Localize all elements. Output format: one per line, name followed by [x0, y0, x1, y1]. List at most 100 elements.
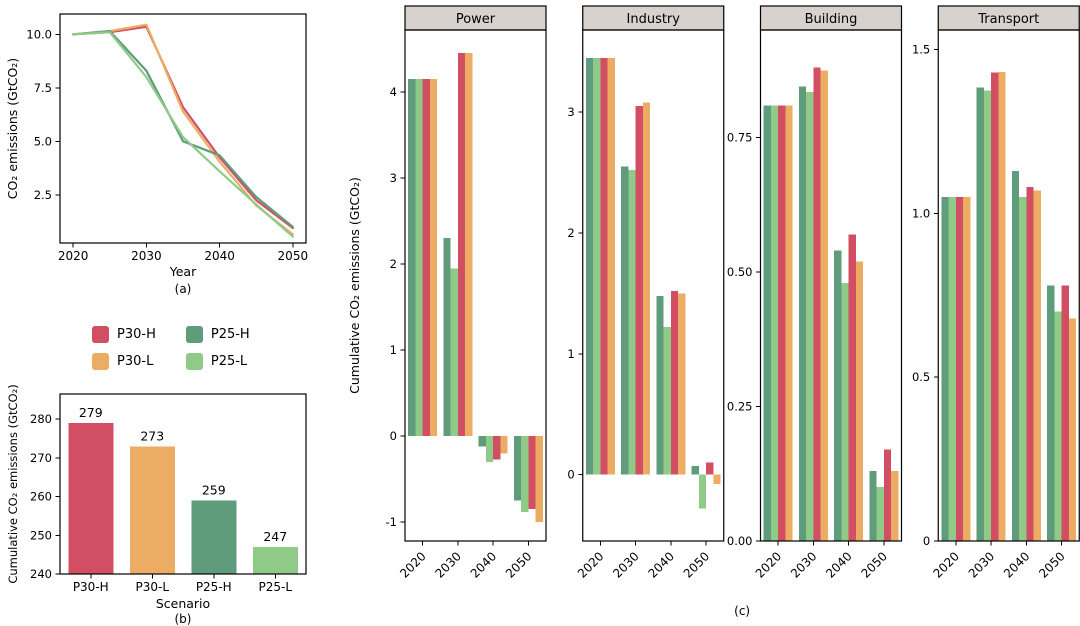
bar-building-2050-p30-h [883, 449, 892, 541]
bar-industry-2020-p25-h [585, 57, 594, 475]
bar-building-2020-p25-h [763, 105, 771, 541]
y-tick-label: 0 [923, 534, 930, 548]
x-tick-label: 2020 [397, 549, 428, 580]
bar-power-2030-p30-h [457, 53, 466, 437]
co2-emissions-line-chart: 2.5 5.0 7.5 10.0 2020 2030 2040 2050 CO₂ emissio… [5, 13, 308, 296]
bar-building-2050-p25-l [876, 487, 884, 541]
bar-power-2030-p25-l [450, 268, 458, 437]
scenario-legend: P30-H P30-L P25-H P25-L [92, 326, 250, 370]
bar-building-2030-p25-l [806, 91, 814, 542]
x-tick-label: P25-L [258, 580, 292, 594]
y-tick-label: 0.5 [912, 370, 930, 384]
bar-building-2020-p25-l [770, 105, 779, 541]
bar-power-2040-p25-l [485, 436, 494, 462]
panel-c-y-axis-label: Cumulative CO₂ emissions (GtCO₂) [347, 177, 362, 394]
facet-border-industry [582, 29, 725, 542]
bar-industry-2020-p30-h [600, 57, 608, 475]
bar-transport-2030-p25-l [983, 90, 992, 541]
panel-b-border [59, 393, 307, 575]
facet-strip-industry [582, 5, 725, 31]
y-tick-label: 1 [390, 343, 397, 357]
y-tick-label: 4 [390, 85, 397, 99]
x-tick-label: 2040 [645, 549, 676, 580]
bar-industry-2030-p25-l [628, 170, 636, 475]
x-tick-label: 2030 [966, 549, 997, 580]
bar-industry-2030-p30-h [635, 106, 643, 475]
facet-strip-transport [937, 5, 1080, 31]
bar-industry-2020-p25-l [593, 57, 601, 475]
y-tick-label: 10.0 [26, 27, 52, 41]
facet-strip-building [759, 5, 903, 31]
x-tick-label: 2030 [131, 249, 162, 263]
bar-industry-2040-p30-h [670, 290, 679, 475]
bar-industry-2050-p25-h [691, 466, 699, 475]
legend-label-p30-h: P30-H [117, 327, 156, 342]
bar-transport-2020-p25-l [948, 197, 956, 541]
bar-transport-2050-p30-l [1068, 318, 1077, 541]
legend-swatch-p30-h [92, 326, 109, 343]
y-tick-label: 5.0 [34, 134, 52, 148]
bar-building-2020-p30-l [785, 105, 793, 541]
bar-building-2030-p30-l [820, 70, 828, 541]
x-tick-label: 2030 [432, 549, 463, 580]
bar-transport-2030-p25-h [976, 87, 984, 541]
bar-transport-2050-p25-h [1047, 285, 1055, 541]
facet-border-power [404, 29, 547, 542]
bar-power-2050-p25-l [521, 436, 529, 512]
y-tick-label: 0.75 [727, 131, 753, 145]
bar-transport-2050-p25-l [1054, 311, 1062, 541]
bar-transport-2040-p30-h [1026, 187, 1034, 542]
bar-transport-2030-p30-h [991, 72, 999, 541]
panel-b-y-axis-label: Cumulative CO₂ emissions (GtCO₂) [6, 384, 20, 583]
y-tick-label: 3 [390, 171, 397, 185]
bar-value-label: 273 [140, 428, 164, 443]
bar-industry-2040-p25-l [663, 327, 671, 475]
bar-industry-2030-p25-h [621, 166, 629, 475]
x-tick-label: 2050 [1036, 549, 1067, 580]
bar-value-label: 279 [79, 405, 103, 420]
facet-title-transport: Transport [977, 12, 1039, 27]
x-tick-label: 2040 [1001, 549, 1032, 580]
y-tick-label: 0.50 [727, 265, 753, 279]
bar-industry-2040-p30-l [678, 293, 686, 475]
bar-power-2030-p25-h [443, 238, 451, 437]
bar-power-2020-p25-l [415, 79, 423, 437]
legend-item-p25-h: P25-H [185, 326, 250, 343]
bar-industry-2030-p30-l [642, 102, 651, 475]
bar-industry-2020-p30-l [607, 57, 615, 475]
y-tick-label: 2.5 [34, 188, 52, 202]
legend-item-p30-h: P30-H [92, 326, 156, 343]
y-tick-label: 2 [390, 257, 397, 271]
y-tick-label: 250 [30, 528, 52, 542]
bar-power-2020-p30-h [422, 79, 430, 437]
legend-label-p25-l: P25-L [210, 354, 248, 369]
bar-cumulative-p25-h [191, 500, 237, 574]
y-tick-label: 270 [30, 451, 52, 465]
facet-border-building [759, 29, 903, 542]
bar-power-2040-p30-h [493, 436, 501, 460]
bar-transport-2020-p30-h [955, 197, 964, 541]
bar-industry-2050-p30-h [706, 462, 714, 475]
panel-a-x-axis-label: Year [169, 264, 197, 279]
x-tick-label: 2040 [468, 549, 499, 580]
facet-title-building: Building [805, 12, 858, 27]
bar-building-2040-p30-h [848, 234, 856, 541]
bar-power-2050-p30-h [528, 436, 536, 510]
legend-item-p25-l: P25-L [185, 353, 250, 370]
x-tick-label: 2020 [58, 249, 89, 263]
bar-building-2020-p30-h [778, 105, 786, 541]
bar-cumulative-p30-l [129, 446, 175, 574]
bar-transport-2020-p30-l [963, 197, 971, 541]
caption-c: (c) [734, 604, 750, 618]
caption-b: (b) [175, 612, 192, 626]
y-tick-label: 0.00 [727, 534, 753, 548]
x-tick-label: P30-L [135, 580, 169, 594]
bar-transport-2040-p25-l [1019, 197, 1027, 541]
x-tick-label: 2050 [858, 549, 889, 580]
line-p25-l [72, 31, 294, 238]
bar-building-2050-p25-h [869, 471, 877, 541]
panel-b-x-axis-label: Scenario [156, 596, 210, 611]
bar-building-2030-p30-h [813, 67, 821, 542]
y-tick-label: 1.5 [912, 43, 930, 57]
